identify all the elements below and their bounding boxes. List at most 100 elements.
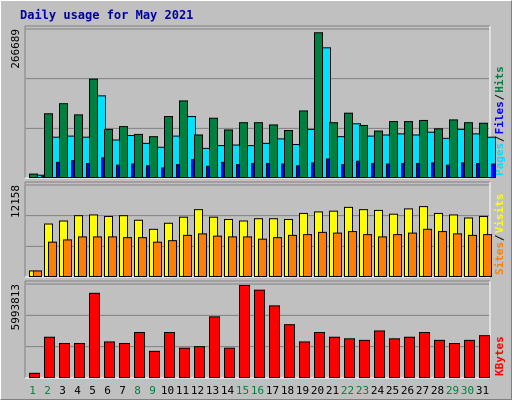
bar-hits-day-9 <box>149 136 158 178</box>
bar-hits-day-17 <box>269 124 278 178</box>
bar-sites-day-28 <box>438 231 447 277</box>
bar-sites-day-24 <box>378 236 387 277</box>
x-tick-label-day-28: 28 <box>431 384 444 397</box>
bar-kbytes-day-24 <box>374 330 385 378</box>
bar-hits-day-14 <box>224 129 233 178</box>
bar-sites-day-19 <box>303 234 312 277</box>
bar-sites-day-16 <box>258 238 267 277</box>
bar-sites-day-18 <box>288 234 297 278</box>
bar-kbytes-day-8 <box>134 332 145 379</box>
bar-sites-day-21 <box>333 232 342 278</box>
bar-hits-day-8 <box>134 133 143 178</box>
bar-kbytes-day-10 <box>164 332 175 379</box>
bar-sites-day-3 <box>63 239 72 278</box>
x-tick-label-day-25: 25 <box>386 384 399 397</box>
x-tick-label-day-24: 24 <box>371 384 385 397</box>
bar-sites-day-14 <box>228 236 237 277</box>
bar-kbytes-day-15 <box>239 284 250 378</box>
bar-kbytes-day-29 <box>449 342 460 378</box>
bar-kbytes-day-9 <box>149 350 160 378</box>
bar-sites-day-8 <box>138 237 147 278</box>
bar-hits-day-18 <box>284 130 293 178</box>
bar-sites-day-13 <box>213 235 222 277</box>
panel-hits-files-legend-separator: / <box>493 135 506 142</box>
bar-kbytes-day-14 <box>224 347 235 378</box>
bar-kbytes-day-18 <box>284 324 295 378</box>
panel-hits-files-legend-hits: Hits <box>493 66 506 93</box>
bar-sites-day-15 <box>243 236 252 277</box>
bar-kbytes-day-31 <box>479 335 490 379</box>
x-tick-label-day-14: 14 <box>221 384 235 397</box>
x-tick-label-day-26: 26 <box>401 384 414 397</box>
x-tick-label-day-12: 12 <box>191 384 204 397</box>
x-tick-label-day-7: 7 <box>119 384 126 397</box>
bar-kbytes-day-17 <box>269 305 280 379</box>
bar-sites-day-17 <box>273 237 282 278</box>
panel-hits-files-ymax-label: 266689 <box>9 29 22 69</box>
bar-sites-day-31 <box>483 234 492 277</box>
bar-sites-day-12 <box>198 233 207 277</box>
bar-sites-day-26 <box>408 232 417 278</box>
bar-sites-day-4 <box>78 236 87 277</box>
x-tick-label-day-18: 18 <box>281 384 294 397</box>
x-tick-label-day-20: 20 <box>311 384 324 397</box>
bar-sites-day-5 <box>93 236 102 277</box>
panel-hits-files-legend-separator: / <box>493 94 506 101</box>
x-tick-label-day-4: 4 <box>74 384 81 397</box>
x-tick-label-day-29: 29 <box>446 384 459 397</box>
bar-hits-day-21 <box>329 122 338 179</box>
bar-hits-day-20 <box>314 32 323 178</box>
x-tick-label-day-31: 31 <box>476 384 489 397</box>
bar-hits-day-13 <box>209 117 218 178</box>
x-tick-label-day-30: 30 <box>461 384 474 397</box>
bar-hits-day-3 <box>59 103 68 178</box>
bar-kbytes-day-11 <box>179 347 190 378</box>
bar-kbytes-day-19 <box>299 341 310 378</box>
bar-kbytes-day-21 <box>329 336 340 378</box>
bar-kbytes-day-1 <box>29 372 40 378</box>
bar-hits-day-22 <box>344 112 353 178</box>
bar-kbytes-day-22 <box>344 338 355 379</box>
bar-hits-day-28 <box>434 128 443 179</box>
bar-hits-day-19 <box>299 110 308 178</box>
x-tick-label-day-16: 16 <box>251 384 264 397</box>
bar-sites-day-23 <box>363 234 372 277</box>
bar-hits-day-23 <box>359 124 368 178</box>
x-tick-label-day-15: 15 <box>236 384 249 397</box>
bar-kbytes-day-16 <box>254 289 265 379</box>
bar-hits-day-27 <box>419 119 428 178</box>
x-tick-label-day-13: 13 <box>206 384 219 397</box>
bar-pages-day-31 <box>491 163 496 179</box>
x-tick-label-day-1: 1 <box>29 384 36 397</box>
bar-hits-day-7 <box>119 126 128 178</box>
panel-visits-sites-legend-sites: Sites <box>493 242 506 275</box>
bar-kbytes-day-13 <box>209 316 220 379</box>
bar-kbytes-day-7 <box>119 342 130 378</box>
bar-kbytes-day-2 <box>44 336 55 378</box>
bar-hits-day-31 <box>479 122 488 178</box>
bar-sites-day-22 <box>348 231 357 277</box>
bar-sites-day-25 <box>393 234 402 277</box>
bar-kbytes-day-20 <box>314 332 325 379</box>
chart-title: Daily usage for May 2021 <box>20 8 193 22</box>
bar-sites-day-27 <box>423 228 432 277</box>
bar-hits-day-15 <box>239 122 248 179</box>
x-tick-label-day-5: 5 <box>89 384 96 397</box>
bar-hits-day-29 <box>449 119 458 178</box>
x-tick-label-day-17: 17 <box>266 384 279 397</box>
bar-kbytes-day-30 <box>464 339 475 378</box>
panel-kbytes-ymax-label: 5993813 <box>9 284 22 330</box>
bar-sites-day-30 <box>468 234 477 278</box>
bar-sites-day-1 <box>33 270 42 278</box>
bar-sites-day-29 <box>453 233 462 277</box>
bar-hits-day-11 <box>179 100 188 178</box>
bar-hits-day-5 <box>89 78 98 178</box>
bar-hits-day-30 <box>464 122 473 179</box>
bar-hits-day-1 <box>29 173 38 179</box>
bar-kbytes-day-5 <box>89 292 100 379</box>
panel-visits-sites-ymax-label: 12158 <box>9 185 22 218</box>
bar-hits-day-26 <box>404 121 413 178</box>
panel-hits-files-legend-files: Files <box>493 101 506 134</box>
bar-hits-day-2 <box>44 113 53 178</box>
